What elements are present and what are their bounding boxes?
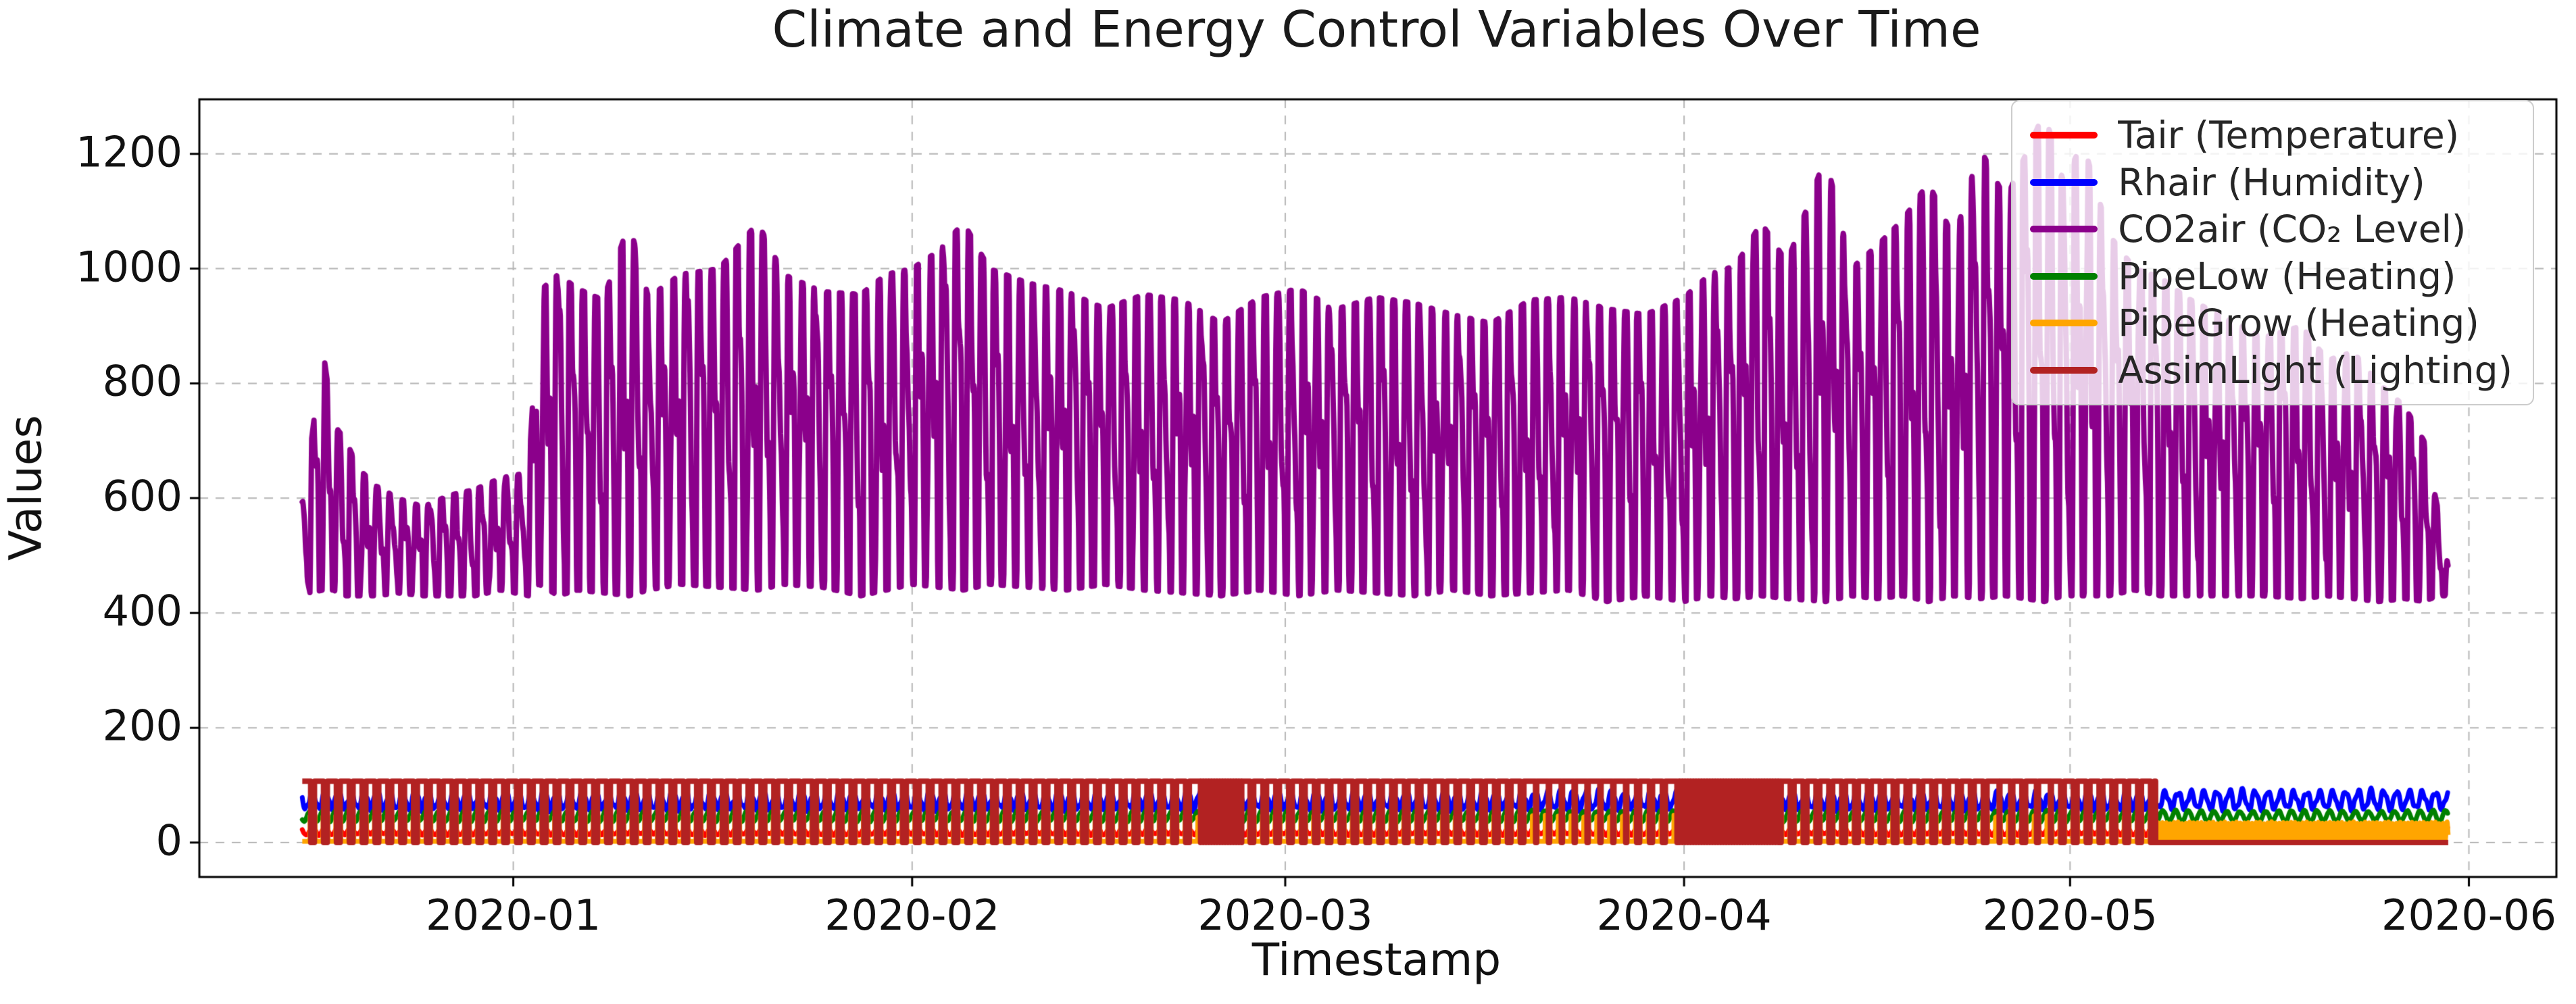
x-tick-label: 2020-01 [426,890,601,940]
x-tick-label: 2020-03 [1197,890,1373,940]
legend-line-swatch-icon [2030,132,2098,139]
y-tick-label: 400 [102,586,182,636]
y-tick-label: 0 [155,815,182,865]
x-axis-label: Timestamp [1252,934,1502,986]
chart-title: Climate and Energy Control Variables Ove… [772,1,1981,59]
x-tick-label: 2020-06 [2381,890,2557,940]
legend-item: Rhair (Humidity) [2030,160,2512,204]
y-axis-label: Values [0,415,52,561]
legend-item: CO2air (CO₂ Level) [2030,209,2512,250]
legend-line-swatch-icon [2030,320,2098,327]
legend-label: PipeGrow (Heating) [2118,301,2479,345]
legend-line-swatch-icon [2030,178,2098,186]
legend-label: AssimLight (Lighting) [2118,348,2512,392]
legend-item: AssimLight (Lighting) [2030,348,2512,392]
x-tick-label: 2020-04 [1596,890,1772,940]
legend: Tair (Temperature) Rhair (Humidity) CO2air… [2011,100,2534,405]
y-tick-label: 1200 [76,127,182,177]
legend-label: PipeLow (Heating) [2118,254,2456,298]
legend-label: Rhair (Humidity) [2118,160,2425,204]
legend-line-swatch-icon [2030,272,2098,280]
legend-item: PipeGrow (Heating) [2030,303,2512,344]
legend-item: PipeLow (Heating) [2030,254,2512,298]
y-tick-label: 1000 [76,242,182,292]
x-tick-label: 2020-05 [1982,890,2158,940]
legend-line-swatch-icon [2030,366,2098,374]
y-tick-label: 200 [102,701,182,751]
legend-line-swatch-icon [2030,226,2098,233]
y-tick-label: 600 [102,471,182,521]
x-tick-label: 2020-02 [824,890,1000,940]
legend-label: CO2air (CO₂ Level) [2118,207,2467,251]
legend-item: Tair (Temperature) [2030,115,2512,156]
y-tick-label: 800 [102,357,182,407]
legend-label: Tair (Temperature) [2118,114,2460,157]
